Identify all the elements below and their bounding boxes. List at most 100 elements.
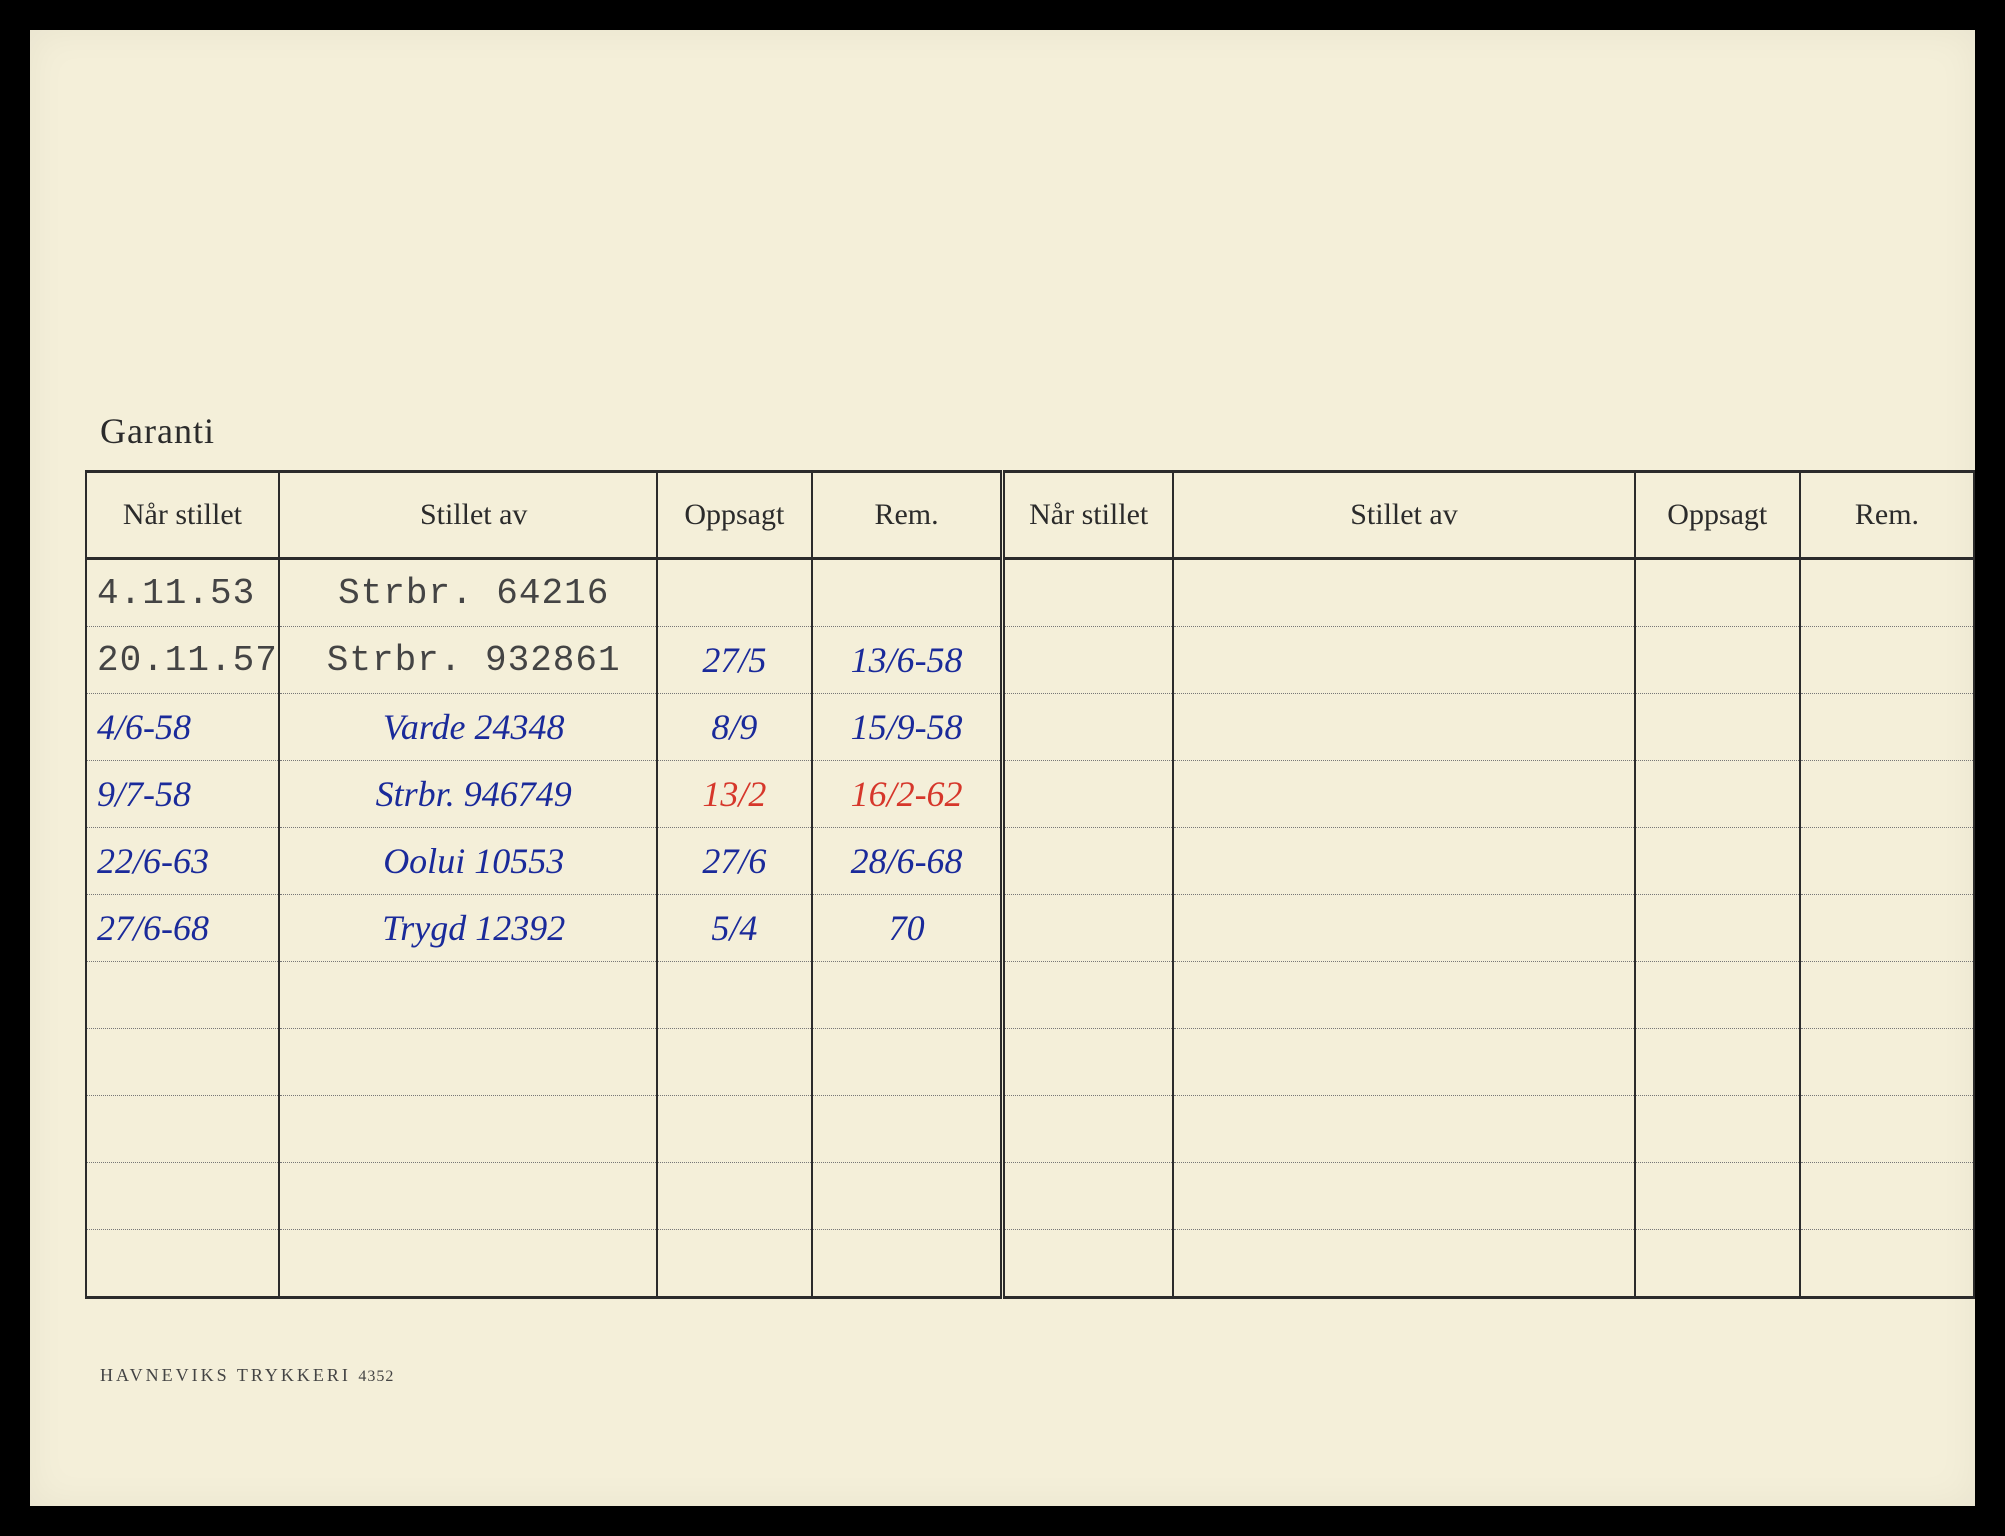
- cell: [1003, 895, 1174, 962]
- cell: [1173, 1029, 1634, 1096]
- cell: [1635, 895, 1800, 962]
- cell: [1003, 761, 1174, 828]
- table-row: [86, 962, 1974, 1029]
- guarantee-ledger-table: Når stillet Stillet av Oppsagt Rem. Når …: [85, 470, 1975, 1299]
- cell: [1003, 559, 1174, 627]
- cell: Strbr. 64216: [279, 559, 657, 627]
- cell: [812, 962, 1002, 1029]
- cell: [1635, 694, 1800, 761]
- cell: 28/6-68: [812, 828, 1002, 895]
- cell: [1003, 1163, 1174, 1230]
- cell: [1635, 962, 1800, 1029]
- table-row: 22/6-63Oolui 1055327/628/6-68: [86, 828, 1974, 895]
- cell: [1003, 1029, 1174, 1096]
- table-row: [86, 1096, 1974, 1163]
- cell: 4/6-58: [86, 694, 279, 761]
- cell: [86, 1096, 279, 1163]
- cell: [1800, 1096, 1974, 1163]
- cell: 20.11.57: [86, 627, 279, 694]
- cell: 70: [812, 895, 1002, 962]
- cell: [279, 1230, 657, 1298]
- header-row: Når stillet Stillet av Oppsagt Rem. Når …: [86, 472, 1974, 559]
- table-row: 4/6-58Varde 243488/915/9-58: [86, 694, 1974, 761]
- cell: [279, 1096, 657, 1163]
- cell: [1173, 627, 1634, 694]
- cell: [1003, 828, 1174, 895]
- cell: 13/6-58: [812, 627, 1002, 694]
- cell: 5/4: [657, 895, 813, 962]
- cell: [1003, 627, 1174, 694]
- cell: [279, 1163, 657, 1230]
- cell: [279, 962, 657, 1029]
- cell: Varde 24348: [279, 694, 657, 761]
- cell: [86, 962, 279, 1029]
- cell: Oolui 10553: [279, 828, 657, 895]
- cell: [1173, 962, 1634, 1029]
- cell: [1800, 761, 1974, 828]
- table-row: 27/6-68Trygd 123925/470: [86, 895, 1974, 962]
- cell: 27/6-68: [86, 895, 279, 962]
- cell: [657, 1096, 813, 1163]
- cell: [86, 1163, 279, 1230]
- printer-form-number: 4352: [358, 1368, 394, 1385]
- cell: Strbr. 946749: [279, 761, 657, 828]
- col-header-nar-right: Når stillet: [1003, 472, 1174, 559]
- cell: [812, 1096, 1002, 1163]
- printer-imprint: HAVNEVIKS TRYKKERI 4352: [100, 1365, 394, 1386]
- table-row: 20.11.57Strbr. 93286127/513/6-58: [86, 627, 1974, 694]
- cell: [812, 1163, 1002, 1230]
- cell: [1635, 559, 1800, 627]
- cell: [1800, 627, 1974, 694]
- cell: [86, 1230, 279, 1298]
- cell: [279, 1029, 657, 1096]
- cell: 16/2-62: [812, 761, 1002, 828]
- cell: 27/5: [657, 627, 813, 694]
- cell: 22/6-63: [86, 828, 279, 895]
- cell: [1635, 1029, 1800, 1096]
- scanned-card: Garanti Når stillet Stillet av Oppsagt R…: [30, 30, 1975, 1506]
- cell: [657, 559, 813, 627]
- cell: [1173, 1230, 1634, 1298]
- cell: Strbr. 932861: [279, 627, 657, 694]
- cell: 15/9-58: [812, 694, 1002, 761]
- cell: Trygd 12392: [279, 895, 657, 962]
- printer-name: HAVNEVIKS TRYKKERI: [100, 1365, 351, 1385]
- cell: [1173, 559, 1634, 627]
- cell: 4.11.53: [86, 559, 279, 627]
- cell: [1800, 1029, 1974, 1096]
- cell: [1003, 1230, 1174, 1298]
- cell: [1173, 895, 1634, 962]
- cell: [657, 962, 813, 1029]
- col-header-rem-right: Rem.: [1800, 472, 1974, 559]
- section-title: Garanti: [100, 410, 215, 452]
- cell: [812, 559, 1002, 627]
- cell: [86, 1029, 279, 1096]
- cell: [657, 1230, 813, 1298]
- cell: [1635, 828, 1800, 895]
- cell: [657, 1163, 813, 1230]
- cell: [1173, 694, 1634, 761]
- cell: 27/6: [657, 828, 813, 895]
- cell: [1800, 828, 1974, 895]
- cell: [1800, 559, 1974, 627]
- cell: 8/9: [657, 694, 813, 761]
- col-header-stav-right: Stillet av: [1173, 472, 1634, 559]
- cell: [657, 1029, 813, 1096]
- cell: [1003, 694, 1174, 761]
- cell: 9/7-58: [86, 761, 279, 828]
- table-row: [86, 1163, 1974, 1230]
- cell: [1635, 761, 1800, 828]
- cell: [1800, 962, 1974, 1029]
- cell: [1635, 1163, 1800, 1230]
- table-row: [86, 1029, 1974, 1096]
- col-header-opp-right: Oppsagt: [1635, 472, 1800, 559]
- cell: [1173, 761, 1634, 828]
- cell: [1635, 1230, 1800, 1298]
- cell: [1635, 627, 1800, 694]
- table-row: [86, 1230, 1974, 1298]
- col-header-opp-left: Oppsagt: [657, 472, 813, 559]
- cell: [1003, 1096, 1174, 1163]
- cell: [1800, 1163, 1974, 1230]
- col-header-nar-left: Når stillet: [86, 472, 279, 559]
- cell: [812, 1230, 1002, 1298]
